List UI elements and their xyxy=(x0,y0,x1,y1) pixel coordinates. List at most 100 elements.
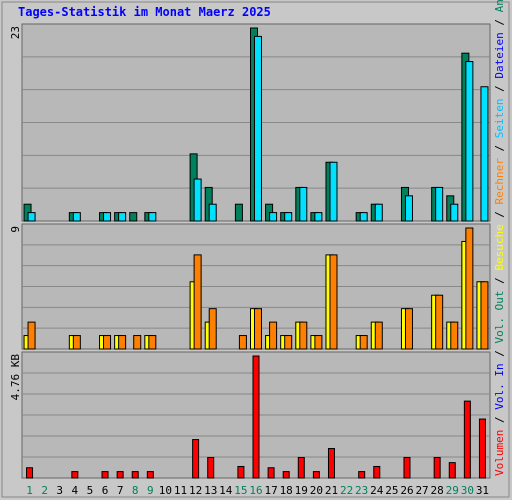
bar-volumen-day-15 xyxy=(237,465,245,479)
bar-rechner-day-26 xyxy=(404,308,413,350)
bar-volumen-day-24 xyxy=(373,465,381,479)
legend-item: / xyxy=(493,204,506,224)
bar-dateien-day-7 xyxy=(118,212,127,222)
bar-rechner-day-4 xyxy=(72,335,81,350)
bar-dateien-day-19 xyxy=(299,186,308,222)
legend-text: Volumen / Vol. In / Vol. Out / Besuche /… xyxy=(493,0,506,476)
x-tick-label: 20 xyxy=(310,484,323,497)
x-tick-label: 25 xyxy=(385,484,398,497)
legend-item: Vol. Out xyxy=(493,291,506,344)
x-tick-label: 15 xyxy=(234,484,247,497)
bar-dateien-day-12 xyxy=(193,178,202,222)
x-tick-label: 7 xyxy=(117,484,124,497)
bar-rechner-day-7 xyxy=(118,335,127,350)
y-max-label: 4.76 KB xyxy=(9,354,22,401)
bar-rechner-day-23 xyxy=(359,335,368,350)
bar-anfragen-day-8 xyxy=(129,212,138,222)
x-tick-label: 24 xyxy=(370,484,384,497)
legend-item: / xyxy=(493,410,506,430)
bar-rechner-day-1 xyxy=(27,321,36,350)
bar-rechner-day-13 xyxy=(208,308,217,350)
bar-rechner-day-9 xyxy=(148,335,157,350)
x-tick-label: 23 xyxy=(355,484,368,497)
x-axis-labels: 1 2 3 4 5 6 7 8 9 10 11 12 13 14 15 16 17 18 19 20 21 22 23 24 2… xyxy=(26,484,489,497)
bar-dateien-day-24 xyxy=(374,203,383,222)
x-tick-label: 21 xyxy=(325,484,338,497)
chart-title: Tages-Statistik im Monat Maerz 2025 xyxy=(18,5,271,19)
bar-rechner-day-18 xyxy=(284,335,293,350)
y-max-label: 9 xyxy=(9,226,22,233)
bar-volumen-day-1 xyxy=(26,467,34,479)
bar-dateien-day-30 xyxy=(465,61,474,222)
x-tick-label: 8 xyxy=(132,484,139,497)
legend-item: Dateien xyxy=(493,32,506,78)
bar-rechner-day-30 xyxy=(465,227,474,350)
bar-volumen-day-19 xyxy=(297,456,305,479)
x-tick-label: 1 xyxy=(26,484,33,497)
bar-dateien-day-13 xyxy=(208,203,217,222)
bar-volumen-day-16 xyxy=(252,355,260,479)
y-max-label: 23 xyxy=(9,26,22,39)
x-tick-label: 13 xyxy=(204,484,217,497)
bar-rechner-day-19 xyxy=(299,321,308,350)
bar-volumen-day-23 xyxy=(358,471,366,479)
bar-volumen-day-13 xyxy=(207,456,215,479)
legend-item: / xyxy=(493,138,506,158)
legend-item: Besuche xyxy=(493,224,506,270)
bar-rechner-day-29 xyxy=(450,321,459,350)
x-tick-label: 14 xyxy=(219,484,233,497)
legend-item: Vol. In xyxy=(493,363,506,409)
x-tick-label: 4 xyxy=(72,484,79,497)
x-tick-label: 11 xyxy=(174,484,187,497)
x-tick-label: 22 xyxy=(340,484,353,497)
bar-rechner-day-31 xyxy=(480,281,489,350)
bar-rechner-day-15 xyxy=(238,335,247,350)
x-tick-label: 26 xyxy=(400,484,413,497)
x-tick-label: 3 xyxy=(56,484,63,497)
bar-dateien-day-26 xyxy=(404,195,413,222)
bar-volumen-day-17 xyxy=(267,467,275,479)
bar-dateien-day-16 xyxy=(254,35,262,222)
legend-item: / xyxy=(493,79,506,99)
x-tick-label: 16 xyxy=(249,484,262,497)
bar-volumen-day-9 xyxy=(146,471,154,479)
x-tick-label: 27 xyxy=(415,484,428,497)
x-tick-label: 9 xyxy=(147,484,154,497)
legend-item: / xyxy=(493,12,506,32)
bar-dateien-day-31 xyxy=(480,86,489,222)
bar-volumen-day-4 xyxy=(71,471,79,479)
x-tick-label: 29 xyxy=(446,484,459,497)
bar-volumen-day-20 xyxy=(312,471,320,479)
bar-dateien-day-1 xyxy=(27,212,36,222)
x-tick-label: 19 xyxy=(295,484,308,497)
bar-volumen-day-29 xyxy=(448,462,456,479)
bar-dateien-day-20 xyxy=(314,212,323,222)
x-tick-label: 17 xyxy=(264,484,277,497)
bar-rechner-day-8 xyxy=(133,335,142,350)
bar-dateien-day-9 xyxy=(148,212,157,222)
bar-volumen-day-21 xyxy=(327,448,335,479)
bar-dateien-day-21 xyxy=(329,161,338,222)
legend-item: Anfragen xyxy=(493,0,506,12)
panel-volume: 4.76 KB xyxy=(9,351,491,479)
x-tick-label: 18 xyxy=(280,484,293,497)
bar-volumen-day-28 xyxy=(433,456,441,479)
bar-rechner-day-16 xyxy=(254,308,262,350)
panel-hits: 23 xyxy=(9,23,491,222)
legend-item: / xyxy=(493,344,506,364)
bar-volumen-day-6 xyxy=(101,471,109,479)
x-tick-label: 28 xyxy=(431,484,444,497)
x-tick-label: 10 xyxy=(159,484,172,497)
x-tick-label: 31 xyxy=(476,484,489,497)
bar-volumen-day-12 xyxy=(192,439,200,479)
bar-rechner-day-20 xyxy=(314,335,323,350)
bar-rechner-day-24 xyxy=(374,321,383,350)
legend-item: Volumen xyxy=(493,430,506,476)
legend-item: / xyxy=(493,271,506,291)
bar-volumen-day-8 xyxy=(131,471,139,479)
bar-volumen-day-7 xyxy=(116,471,124,479)
bar-anfragen-day-15 xyxy=(234,203,243,222)
x-tick-label: 30 xyxy=(461,484,474,497)
